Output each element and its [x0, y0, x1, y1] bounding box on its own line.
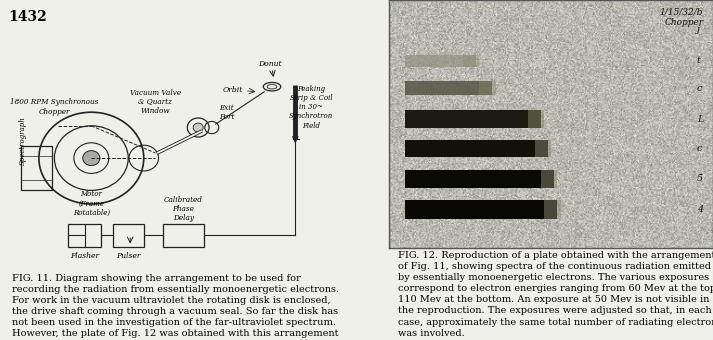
- Text: Pulser: Pulser: [116, 252, 140, 260]
- Text: 1432: 1432: [8, 10, 46, 24]
- Text: L: L: [697, 115, 703, 124]
- Bar: [535, 140, 550, 157]
- Circle shape: [83, 151, 100, 166]
- Text: FIG. 11. Diagram showing the arrangement to be used for
recording the radiation : FIG. 11. Diagram showing the arrangement…: [11, 274, 339, 340]
- Bar: [405, 200, 558, 219]
- Text: Exit
Port: Exit Port: [220, 104, 235, 121]
- Bar: [405, 110, 541, 128]
- Bar: [479, 81, 496, 95]
- Text: Flasher: Flasher: [70, 252, 99, 260]
- Bar: [113, 224, 144, 246]
- Text: 1/15/32/b
Chopper: 1/15/32/b Chopper: [660, 7, 703, 27]
- Bar: [405, 81, 493, 95]
- Bar: [163, 224, 204, 246]
- Text: 1800 RPM Synchronous
Chopper: 1800 RPM Synchronous Chopper: [10, 99, 98, 116]
- Bar: [405, 170, 554, 188]
- Bar: [405, 55, 476, 67]
- Bar: [528, 110, 544, 128]
- Text: Calibrated
Phase
Delay: Calibrated Phase Delay: [164, 196, 203, 222]
- Bar: [405, 140, 548, 157]
- Text: Orbit: Orbit: [223, 86, 243, 94]
- Bar: [544, 200, 560, 219]
- Bar: [68, 224, 101, 246]
- Text: Vacuum Valve
& Quartz
Window: Vacuum Valve & Quartz Window: [130, 89, 181, 115]
- Text: 5: 5: [697, 174, 703, 183]
- Bar: [21, 146, 53, 190]
- Bar: [463, 55, 479, 67]
- Text: FIG. 12. Reproduction of a plate obtained with the arrangement
of Fig. 11, showi: FIG. 12. Reproduction of a plate obtaine…: [399, 251, 713, 338]
- Text: j: j: [697, 25, 699, 34]
- Text: c: c: [697, 144, 702, 153]
- Text: 4: 4: [697, 205, 703, 214]
- Circle shape: [193, 123, 203, 132]
- Text: Motor
(Frame
Rotatable): Motor (Frame Rotatable): [73, 190, 110, 217]
- Text: c: c: [697, 84, 702, 92]
- Text: Donut: Donut: [258, 60, 282, 68]
- Text: Peaking
Strip & Coil
in 30~
Synchrotron
Field: Peaking Strip & Coil in 30~ Synchrotron …: [289, 85, 333, 130]
- Text: t: t: [697, 56, 701, 65]
- Bar: [541, 170, 558, 188]
- Text: Spectrograph: Spectrograph: [19, 117, 26, 166]
